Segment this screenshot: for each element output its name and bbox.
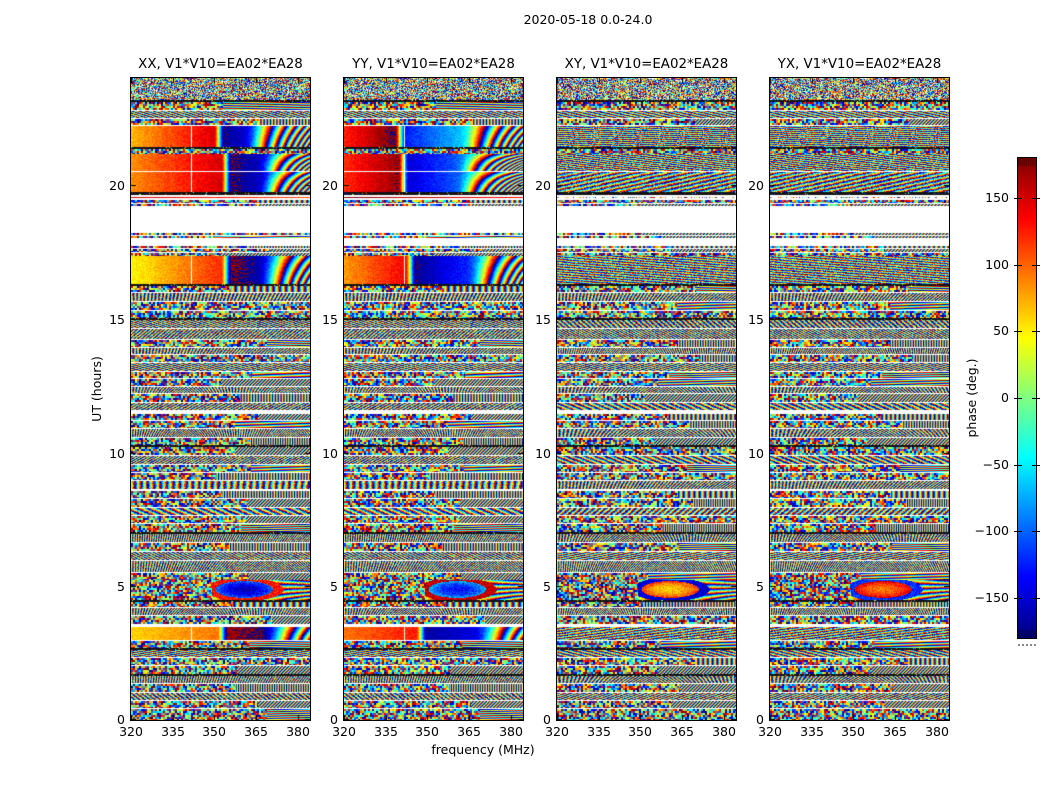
- colorbar-tick-label: −50: [982, 457, 1009, 472]
- x-tick-label: 335: [374, 724, 398, 739]
- x-tick-label: 365: [670, 724, 694, 739]
- y-tick-label: 10: [748, 446, 764, 461]
- x-tick-label: 380: [712, 724, 736, 739]
- y-tick-label: 0: [756, 712, 764, 727]
- y-tick-label: 5: [330, 579, 338, 594]
- y-tick-label: 15: [322, 312, 338, 327]
- y-tick-label: 20: [322, 178, 338, 193]
- subplot-title-xx: XX, V1*V10=EA02*EA28: [138, 57, 303, 72]
- y-tick-label: 15: [748, 312, 764, 327]
- x-tick-label: 335: [587, 724, 611, 739]
- colorbar-tick-mark: [1032, 465, 1040, 466]
- y-tick-label: 5: [543, 579, 551, 594]
- colorbar-tick-mark: [1032, 265, 1040, 266]
- heatmap-canvas-yx: [769, 77, 950, 721]
- colorbar-tick-mark: [1014, 465, 1022, 466]
- y-tick-label: 15: [535, 312, 551, 327]
- x-tick-label: 380: [925, 724, 949, 739]
- colorbar-tick-mark: [1032, 331, 1040, 332]
- y-tick-label: 10: [109, 446, 125, 461]
- colorbar-tick-mark: [1032, 198, 1040, 199]
- y-tick-label: 0: [117, 712, 125, 727]
- x-tick-label: 320: [758, 724, 782, 739]
- x-tick-label: 335: [161, 724, 185, 739]
- colorbar-tick-label: −150: [974, 590, 1009, 605]
- colorbar-tick-mark: [1014, 531, 1022, 532]
- x-tick-label: 320: [119, 724, 143, 739]
- colorbar-extend-dots: [1018, 644, 1036, 646]
- y-tick-label: 0: [543, 712, 551, 727]
- x-tick-label: 350: [202, 724, 226, 739]
- x-tick-label: 350: [415, 724, 439, 739]
- colorbar-tick-mark: [1032, 531, 1040, 532]
- colorbar-tick-label: 150: [985, 190, 1009, 205]
- y-tick-label: 20: [535, 178, 551, 193]
- x-tick-label: 365: [244, 724, 268, 739]
- y-tick-label: 10: [535, 446, 551, 461]
- colorbar-tick-mark: [1032, 598, 1040, 599]
- y-tick-label: 5: [756, 579, 764, 594]
- colorbar-tick-label: 50: [993, 323, 1009, 338]
- x-tick-label: 335: [800, 724, 824, 739]
- x-tick-label: 365: [457, 724, 481, 739]
- heatmap-canvas-xy: [556, 77, 737, 721]
- y-tick-label: 10: [322, 446, 338, 461]
- y-tick-label: 0: [330, 712, 338, 727]
- colorbar-tick-label: 0: [1001, 390, 1009, 405]
- x-tick-label: 350: [628, 724, 652, 739]
- colorbar-tick-mark: [1032, 398, 1040, 399]
- x-tick-label: 380: [499, 724, 523, 739]
- y-axis-label: UT (hours): [89, 356, 104, 422]
- x-tick-label: 380: [286, 724, 310, 739]
- y-tick-label: 15: [109, 312, 125, 327]
- colorbar-tick-mark: [1014, 598, 1022, 599]
- subplot-title-yy: YY, V1*V10=EA02*EA28: [352, 57, 515, 72]
- colorbar-tick-mark: [1014, 198, 1022, 199]
- heatmap-canvas-xx: [130, 77, 311, 721]
- figure-title: 2020-05-18 0.0-24.0: [523, 12, 653, 27]
- x-tick-label: 365: [883, 724, 907, 739]
- colorbar-tick-mark: [1014, 398, 1022, 399]
- x-tick-label: 350: [841, 724, 865, 739]
- y-tick-label: 20: [109, 178, 125, 193]
- colorbar-tick-mark: [1014, 331, 1022, 332]
- colorbar-tick-mark: [1014, 265, 1022, 266]
- y-tick-label: 20: [748, 178, 764, 193]
- colorbar-tick-label: 100: [985, 257, 1009, 272]
- colorbar-tick-label: −100: [974, 523, 1009, 538]
- subplot-title-xy: XY, V1*V10=EA02*EA28: [564, 57, 729, 72]
- heatmap-canvas-yy: [343, 77, 524, 721]
- x-tick-label: 320: [332, 724, 356, 739]
- y-tick-label: 5: [117, 579, 125, 594]
- subplot-title-yx: YX, V1*V10=EA02*EA28: [777, 57, 942, 72]
- x-axis-label: frequency (MHz): [431, 742, 535, 757]
- x-tick-label: 320: [545, 724, 569, 739]
